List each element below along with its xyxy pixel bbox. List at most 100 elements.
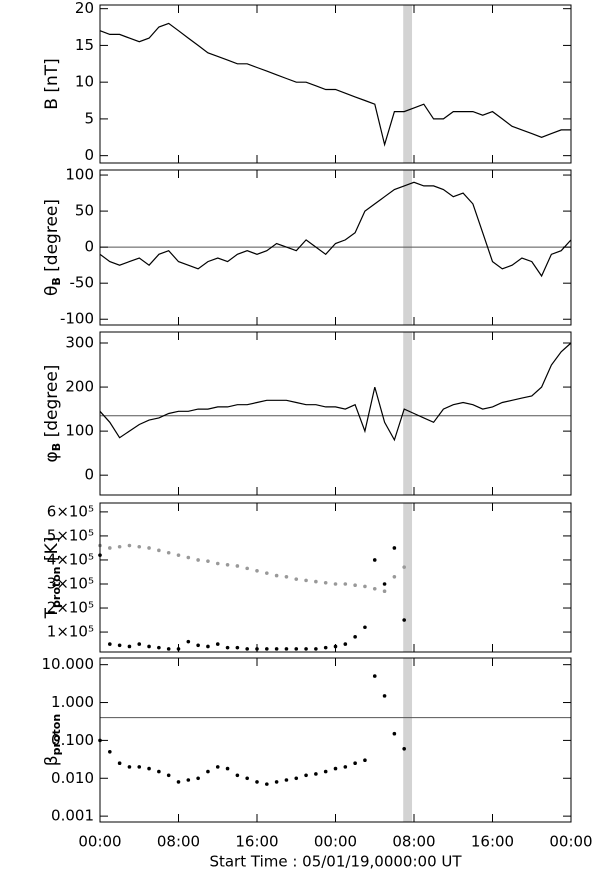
y-tick-label: 0 (84, 238, 94, 256)
data-point (333, 766, 338, 771)
data-point (265, 571, 269, 575)
y-label-unit: [degree] (42, 365, 62, 443)
data-point (284, 778, 289, 782)
shaded-interval (403, 658, 413, 822)
data-point (343, 582, 348, 586)
data-point (372, 558, 377, 562)
x-tick-label: 00:00 (78, 833, 121, 851)
data-point (196, 776, 200, 781)
x-tick-label: 08:00 (392, 833, 435, 851)
panel-frame (99, 331, 572, 496)
data-point (363, 625, 367, 630)
data-point (176, 553, 181, 557)
data-point (274, 647, 279, 651)
data-point (372, 586, 377, 591)
data-point (304, 647, 308, 651)
data-point (265, 647, 269, 651)
data-point (392, 731, 397, 736)
y-tick-label: 0 (84, 466, 94, 484)
data-point (235, 645, 240, 650)
data-point (353, 761, 357, 765)
data-point (147, 766, 151, 771)
data-point (265, 782, 269, 786)
data-point (284, 574, 289, 579)
data-point (225, 645, 230, 650)
data-point (363, 584, 367, 589)
y-tick-label: 0.001 (51, 807, 94, 825)
data-point (402, 565, 406, 569)
x-tick-label: 16:00 (471, 833, 514, 851)
data-point (176, 647, 181, 651)
data-point (245, 647, 249, 651)
y-axis-label: φB [degree] (42, 365, 63, 463)
data-point (314, 772, 318, 776)
data-point (284, 647, 289, 651)
data-point (127, 543, 132, 548)
y-tick-label: 5×10⁵ (47, 526, 94, 544)
data-point (343, 642, 348, 646)
y-tick-label: 4×10⁵ (47, 550, 94, 568)
y-label-symbol: φ (42, 451, 62, 462)
data-point (294, 776, 299, 781)
data-line (99, 181, 572, 278)
y-label-unit: [K] (42, 537, 62, 567)
y-label-symbol: B [nT] (42, 58, 62, 110)
y-axis-label: θB [degree] (42, 199, 63, 296)
data-point (294, 577, 299, 581)
data-point (157, 645, 161, 650)
y-tick-label: 2×10⁵ (47, 599, 94, 617)
data-point (127, 644, 132, 649)
data-point (323, 645, 328, 650)
y-tick-label: 100 (65, 166, 94, 184)
data-point (147, 644, 151, 649)
data-point (372, 674, 377, 678)
y-label-symbol: T (42, 607, 62, 619)
data-point (333, 644, 338, 649)
data-point (137, 642, 142, 646)
data-point (294, 647, 299, 651)
data-point (186, 639, 191, 644)
data-point (402, 747, 406, 751)
y-tick-label: 1×10⁵ (47, 623, 94, 641)
panel-frame (99, 4, 572, 164)
data-point (402, 618, 406, 622)
y-tick-label: 20 (75, 0, 94, 17)
y-label-unit: [degree] (42, 199, 62, 277)
data-point (363, 758, 367, 763)
data-point (157, 769, 161, 774)
x-tick-label: 16:00 (235, 833, 278, 851)
data-point (274, 573, 279, 578)
y-label-subscript: proton (50, 566, 63, 608)
data-point (245, 566, 249, 571)
y-label-subscript: B (50, 277, 63, 285)
data-point (225, 562, 230, 567)
data-point (304, 578, 308, 583)
data-point (108, 546, 112, 550)
data-point (274, 780, 279, 784)
data-point (108, 642, 112, 646)
shaded-interval (403, 5, 413, 163)
x-tick-label: 08:00 (157, 833, 200, 851)
data-point (392, 574, 397, 579)
data-point (117, 761, 122, 765)
x-axis-label: Start Time : 05/01/19,0000:00 UT (209, 853, 462, 871)
data-point (323, 769, 328, 774)
data-point (314, 647, 318, 651)
y-tick-label: 1.000 (51, 693, 94, 711)
x-tick-label: 00:00 (549, 833, 592, 851)
data-point (392, 546, 397, 550)
data-point (137, 765, 142, 769)
y-tick-label: -50 (70, 274, 95, 292)
y-tick-label: -100 (60, 310, 94, 328)
y-label-subscript: proton (50, 714, 63, 756)
data-point (206, 769, 210, 774)
data-line (99, 22, 571, 147)
data-point (206, 559, 210, 563)
data-point (304, 773, 308, 778)
y-axis-label: βproton (42, 714, 63, 766)
data-point (166, 647, 171, 651)
shaded-interval (403, 332, 413, 495)
data-point (157, 548, 161, 553)
